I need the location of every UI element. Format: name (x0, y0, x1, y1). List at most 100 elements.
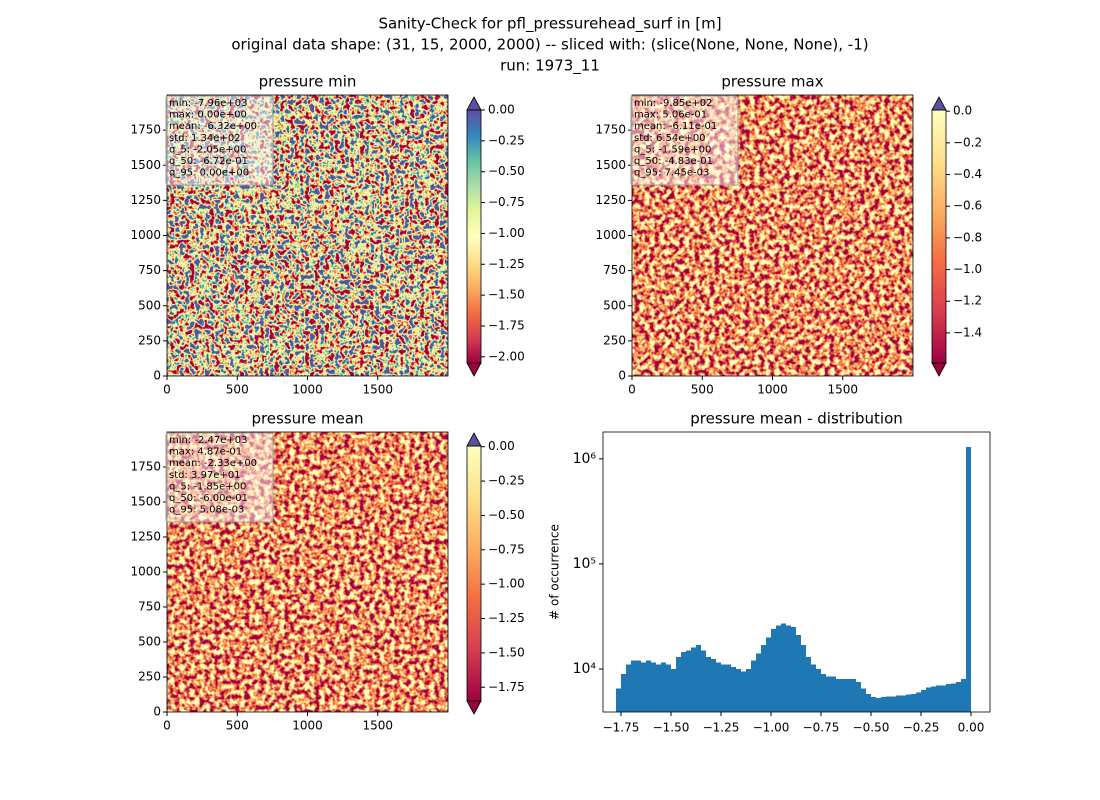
colorbar (467, 446, 481, 701)
y-tick-label: 1250 (130, 193, 161, 207)
stats-line: q_5: -1.85e+00 (169, 481, 246, 492)
stats-line: q_95: 5.08e-03 (169, 505, 244, 516)
y-tick-label: 500 (138, 635, 161, 649)
stats-line: q_5: -1.59e+00 (634, 144, 711, 155)
stats-line: min: -9.85e+02 (634, 98, 713, 109)
y-tick-label: 250 (138, 333, 161, 347)
stats-line: std: 3.97e+01 (169, 470, 241, 481)
y-tick-label: 0 (618, 369, 626, 383)
colorbar (932, 110, 946, 363)
colorbar-extend (931, 96, 947, 111)
bar (626, 664, 631, 712)
stats-line: mean: -6.32e+00 (169, 121, 257, 132)
colorbar-extend (931, 362, 947, 377)
colorbar-extend (466, 362, 482, 377)
stats-line: q_95: 7.45e-03 (634, 168, 709, 179)
bar (946, 684, 951, 712)
bar (921, 690, 926, 712)
y-tick-label: 1750 (130, 123, 161, 137)
y-tick-label: 750 (138, 263, 161, 277)
bar (776, 625, 781, 712)
x-tick-label: −0.25 (903, 721, 940, 735)
stats-box (165, 95, 274, 186)
x-tick-label: −1.75 (603, 721, 640, 735)
colorbar-tick-label: −1.75 (488, 680, 525, 694)
bar (706, 657, 711, 712)
bar (681, 652, 686, 712)
colorbar-tick-label: −2.00 (488, 349, 525, 363)
bar (691, 647, 696, 712)
bar (621, 673, 626, 712)
bar (746, 669, 751, 712)
bar (816, 669, 821, 712)
bar (701, 650, 706, 712)
stats-line: q_50: -6.00e-01 (169, 493, 248, 504)
bar (906, 694, 911, 712)
colorbar-tick-label: −0.8 (953, 230, 982, 244)
colorbar-tick-label: 0.0 (953, 104, 972, 118)
bar (951, 683, 956, 712)
colorbar-extend (466, 432, 482, 447)
stats-box (165, 432, 274, 523)
colorbar-frame (466, 445, 482, 702)
stats-line: max: 0.00e+00 (169, 110, 247, 121)
colorbar-tick-label: −1.25 (488, 611, 525, 625)
stats-line: mean: -2.33e+00 (169, 458, 257, 469)
bar (821, 673, 826, 712)
bar (826, 676, 831, 712)
y-tick-label: 10⁶ (573, 451, 597, 467)
colorbar-tick-label: 0.00 (488, 439, 515, 453)
bar (716, 662, 721, 712)
colorbar-tick-label: −0.4 (953, 167, 982, 181)
colorbar-tick-label: −1.2 (953, 294, 982, 308)
bar (686, 650, 691, 712)
suptitle: Sanity-Check for pfl_pressurehead_surf i… (378, 15, 721, 34)
bar (966, 446, 971, 712)
stats-line: q_50: -6.72e-01 (169, 156, 248, 167)
stats-line: max: 4.87e-01 (169, 447, 242, 458)
y-tick-label: 500 (138, 298, 161, 312)
bar (811, 664, 816, 712)
x-tick-label: −0.50 (853, 721, 890, 735)
stats-line: q_95: 0.00e+00 (169, 168, 249, 179)
bar (631, 660, 636, 712)
x-tick-label: 500 (226, 719, 249, 733)
y-tick-label: 1750 (130, 460, 161, 474)
colorbar-extend (466, 96, 482, 111)
x-tick-label: 0.00 (958, 721, 985, 735)
bar (636, 660, 641, 712)
colorbar-tick-label: −0.75 (488, 195, 525, 209)
colorbar-extend (466, 700, 482, 715)
colorbar-tick-label: 0.00 (488, 103, 515, 117)
bar (761, 644, 766, 712)
bar (876, 697, 881, 712)
bar (926, 687, 931, 712)
colorbar-tick-label: −0.25 (488, 474, 525, 488)
bar (726, 664, 731, 712)
colorbar-tick-label: −0.50 (488, 164, 525, 178)
x-tick-label: 1500 (362, 719, 393, 733)
y-tick-label: 250 (603, 333, 626, 347)
bar (656, 664, 661, 712)
x-tick-label: −1.50 (653, 721, 690, 735)
bar (871, 697, 876, 712)
colorbar-tick-label: −0.75 (488, 542, 525, 556)
stats-line: min: -2.47e+03 (169, 435, 248, 446)
bar (851, 679, 856, 712)
x-tick-label: 1000 (292, 719, 323, 733)
y-tick-label: 1000 (130, 565, 161, 579)
y-tick-label: 750 (603, 263, 626, 277)
bar (741, 671, 746, 712)
suptitle: original data shape: (31, 15, 2000, 2000… (231, 36, 868, 54)
bar (721, 664, 726, 712)
stats-line: q_5: -2.05e+00 (169, 144, 246, 155)
bar (751, 660, 756, 712)
bar (856, 682, 861, 712)
colorbar-tick-label: −1.50 (488, 288, 525, 302)
bar (961, 679, 966, 712)
x-tick-label: −0.75 (803, 721, 840, 735)
y-tick-label: 1750 (595, 123, 626, 137)
bar (786, 625, 791, 712)
y-tick-label: 1500 (130, 495, 161, 509)
